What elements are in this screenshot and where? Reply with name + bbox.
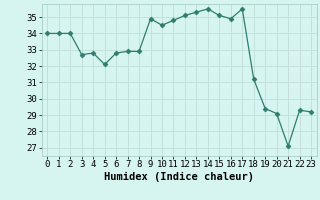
X-axis label: Humidex (Indice chaleur): Humidex (Indice chaleur)	[104, 172, 254, 182]
